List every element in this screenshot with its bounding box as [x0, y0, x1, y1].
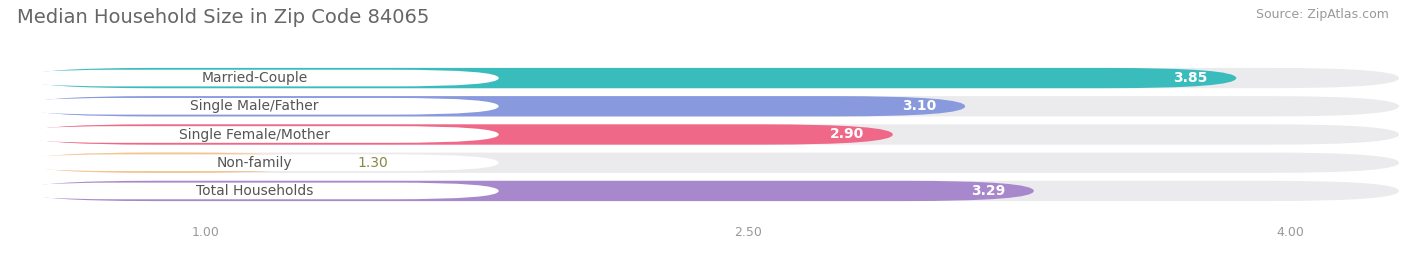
FancyBboxPatch shape [25, 124, 893, 145]
Text: Source: ZipAtlas.com: Source: ZipAtlas.com [1256, 8, 1389, 21]
FancyBboxPatch shape [25, 153, 1399, 173]
FancyBboxPatch shape [11, 126, 499, 143]
FancyBboxPatch shape [25, 96, 1399, 116]
FancyBboxPatch shape [25, 124, 1399, 145]
Text: 3.85: 3.85 [1173, 71, 1208, 85]
Text: 3.10: 3.10 [901, 99, 936, 113]
FancyBboxPatch shape [25, 68, 1236, 88]
FancyBboxPatch shape [25, 181, 1033, 201]
Text: Single Female/Mother: Single Female/Mother [179, 128, 330, 141]
Text: 1.30: 1.30 [357, 156, 388, 170]
FancyBboxPatch shape [25, 181, 1399, 201]
FancyBboxPatch shape [11, 183, 499, 199]
FancyBboxPatch shape [25, 153, 315, 173]
Text: 3.29: 3.29 [970, 184, 1005, 198]
Text: 2.90: 2.90 [830, 128, 863, 141]
FancyBboxPatch shape [25, 96, 965, 116]
FancyBboxPatch shape [11, 70, 499, 86]
Text: Single Male/Father: Single Male/Father [190, 99, 319, 113]
Text: Non-family: Non-family [217, 156, 292, 170]
Text: Married-Couple: Married-Couple [201, 71, 308, 85]
Text: Median Household Size in Zip Code 84065: Median Household Size in Zip Code 84065 [17, 8, 429, 27]
FancyBboxPatch shape [11, 154, 499, 171]
Text: Total Households: Total Households [195, 184, 314, 198]
FancyBboxPatch shape [11, 98, 499, 115]
FancyBboxPatch shape [25, 68, 1399, 88]
